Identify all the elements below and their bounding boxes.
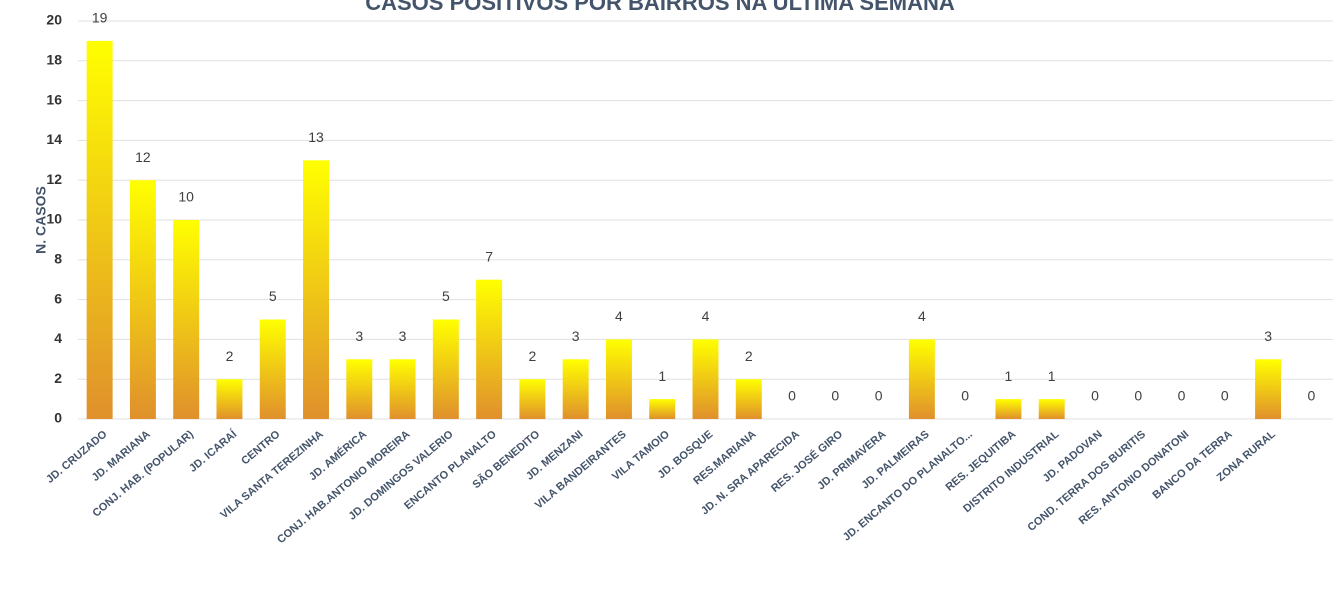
bar — [346, 359, 373, 419]
value-label: 12 — [135, 149, 151, 165]
bar — [86, 40, 113, 420]
y-tick-label: 16 — [46, 91, 62, 107]
y-tick-label: 12 — [46, 171, 62, 187]
value-label: 1 — [1005, 368, 1013, 384]
x-tick-label: BANCO DA TERRA — [1150, 428, 1234, 501]
value-label: 0 — [875, 388, 883, 404]
y-tick-label: 18 — [46, 52, 62, 68]
value-label: 19 — [92, 10, 108, 26]
bar — [649, 399, 676, 419]
x-tick-label: CENTRO — [239, 428, 283, 467]
value-label: 0 — [788, 388, 796, 404]
value-label: 7 — [485, 248, 493, 264]
value-label: 1 — [658, 368, 666, 384]
x-tick-label: RES. JOSÉ GIRO — [768, 427, 845, 495]
bar — [259, 319, 286, 419]
value-label: 0 — [1091, 388, 1099, 404]
bar — [692, 339, 719, 419]
chart-title: CASOS POSITIVOS POR BAIRROS NA ÚLTIMA SE… — [365, 0, 955, 15]
bar — [995, 399, 1022, 419]
value-label: 5 — [442, 288, 450, 304]
value-label: 0 — [1307, 388, 1315, 404]
bar — [129, 180, 156, 419]
bar — [1255, 359, 1282, 419]
bar — [605, 339, 632, 419]
bar — [735, 379, 762, 419]
value-label: 2 — [528, 348, 536, 364]
value-label: 1 — [1048, 368, 1056, 384]
bar — [908, 339, 935, 419]
value-label: 4 — [702, 308, 710, 324]
y-tick-label: 20 — [46, 12, 62, 28]
bar — [476, 279, 503, 419]
y-tick-label: 2 — [54, 370, 62, 386]
value-label: 2 — [226, 348, 234, 364]
y-tick-label: 6 — [54, 290, 62, 306]
value-label: 5 — [269, 288, 277, 304]
value-label: 3 — [1264, 328, 1272, 344]
y-tick-label: 14 — [46, 131, 62, 147]
bar — [173, 220, 200, 419]
bar — [1038, 399, 1065, 419]
value-label: 0 — [1178, 388, 1186, 404]
value-label: 4 — [918, 308, 926, 324]
value-label: 0 — [1134, 388, 1142, 404]
value-label: 10 — [178, 189, 194, 205]
y-tick-label: 8 — [54, 251, 62, 267]
bar — [432, 319, 459, 419]
value-label: 0 — [831, 388, 839, 404]
y-tick-label: 4 — [54, 330, 62, 346]
value-label: 0 — [961, 388, 969, 404]
value-label: 3 — [572, 328, 580, 344]
bar — [562, 359, 589, 419]
value-label: 3 — [355, 328, 363, 344]
value-label: 4 — [615, 308, 623, 324]
value-label: 13 — [308, 129, 324, 145]
bar — [216, 379, 243, 419]
bar — [389, 359, 416, 419]
value-label: 3 — [399, 328, 407, 344]
y-tick-label: 10 — [46, 211, 62, 227]
bar — [519, 379, 546, 419]
x-tick-label: JD. ICARAÍ — [186, 427, 240, 475]
bar — [303, 160, 329, 420]
y-axis-label: N. CASOS — [33, 186, 49, 254]
y-tick-label: 0 — [54, 410, 62, 426]
value-label: 0 — [1221, 388, 1229, 404]
value-label: 2 — [745, 348, 753, 364]
